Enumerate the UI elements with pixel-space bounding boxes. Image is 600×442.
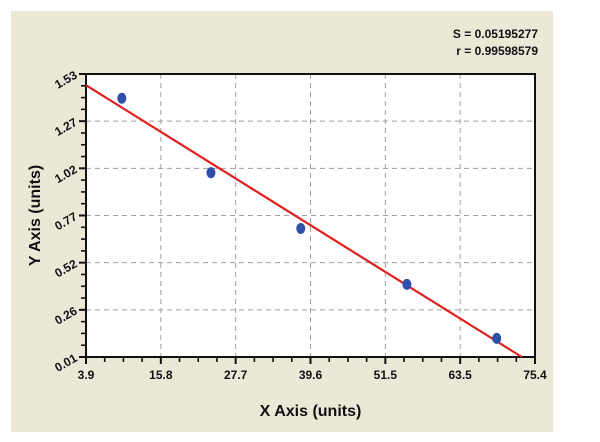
- y-tick-label: 1.53: [52, 68, 80, 92]
- plot-frame: [85, 73, 536, 358]
- fit-statistics: S = 0.05195277 r = 0.99598579: [453, 26, 538, 60]
- y-tick-label: 0.52: [52, 256, 80, 280]
- x-tick-label: 27.7: [224, 368, 248, 382]
- y-tick-label: 0.01: [52, 351, 80, 375]
- y-tick-label: 0.77: [52, 209, 80, 233]
- y-tick-label: 1.27: [52, 115, 80, 139]
- data-point: [402, 278, 412, 290]
- data-point: [206, 167, 216, 179]
- x-tick-label: 75.4: [523, 368, 547, 382]
- data-point: [296, 223, 306, 235]
- x-axis-title: X Axis (units): [260, 403, 362, 420]
- data-point: [117, 92, 127, 104]
- y-tick-label: 1.02: [52, 162, 80, 186]
- x-tick-label: 51.5: [374, 368, 398, 382]
- x-tick-label: 63.5: [448, 368, 472, 382]
- data-point: [492, 332, 502, 344]
- fit-line: [85, 84, 523, 358]
- x-tick-label: 15.8: [149, 368, 173, 382]
- s-value: S = 0.05195277: [452, 27, 538, 41]
- x-tick-label: 39.6: [299, 368, 323, 382]
- x-tick-label: 3.9: [78, 368, 95, 382]
- y-tick-label: 0.26: [52, 304, 80, 328]
- y-axis-title: Y Axis (units): [27, 165, 44, 266]
- r-value: r = 0.99598579: [456, 44, 538, 58]
